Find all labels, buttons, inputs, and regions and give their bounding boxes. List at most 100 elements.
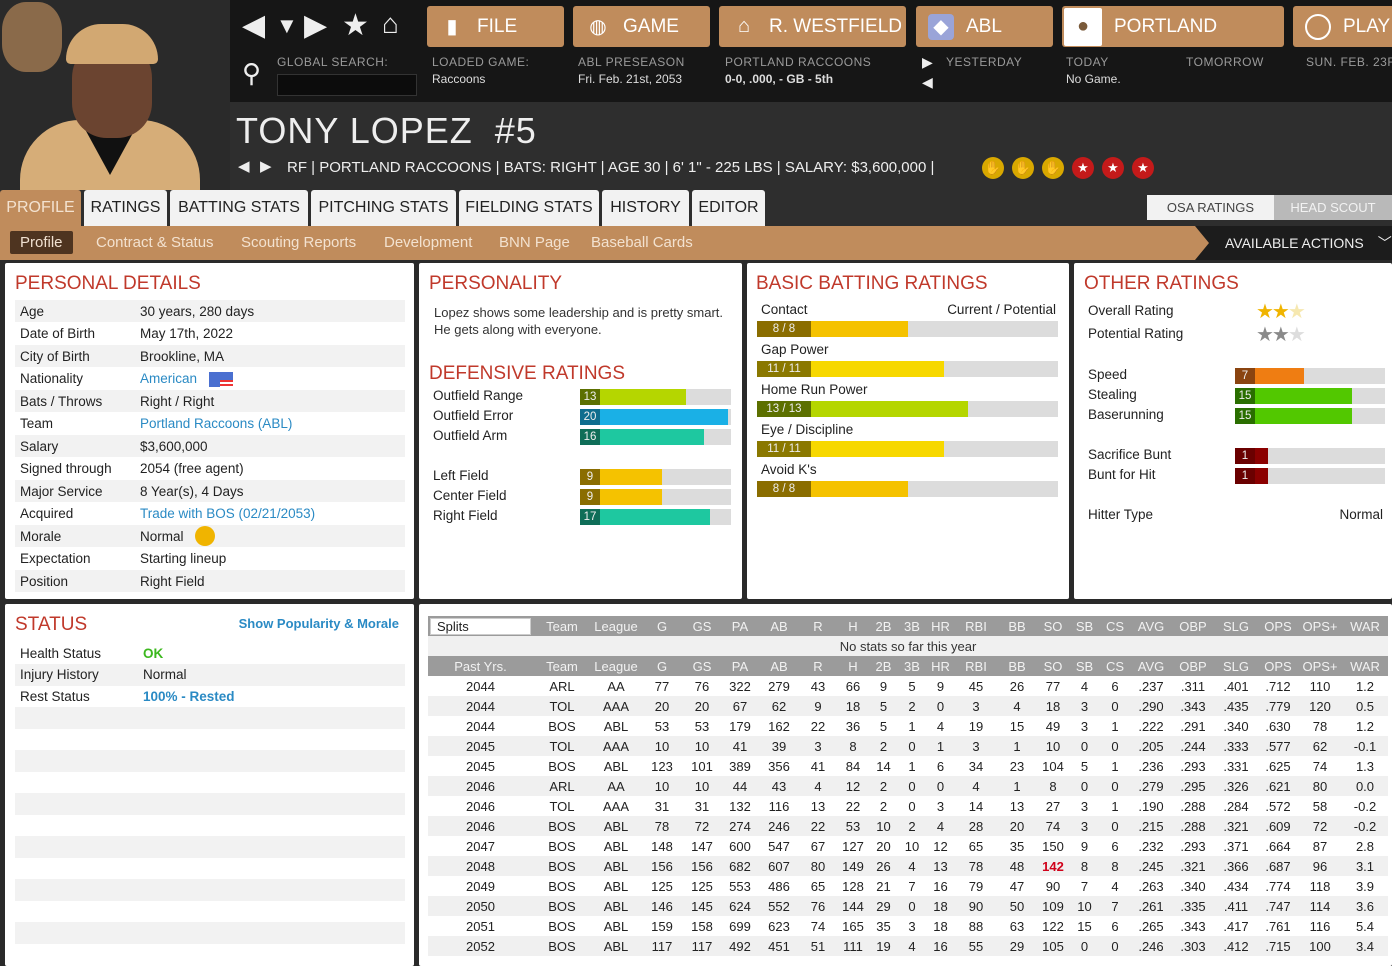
prev-day-icon[interactable]: ◀ (922, 74, 933, 90)
column-header[interactable]: SLG (1214, 616, 1258, 636)
column-header[interactable]: SO (1037, 656, 1069, 676)
table-row[interactable]: 2046 TOL AAA 31 31 132 116 13 22 2 0 3 14 13 27 3 1.190.… (428, 796, 1388, 816)
column-header[interactable]: H (837, 616, 869, 636)
column-header[interactable]: RBI (955, 656, 997, 676)
column-header[interactable]: R (799, 616, 837, 636)
table-row[interactable]: 2047 BOS ABL 148 147 600 547 67 127 20 10 12 65 35 150… (428, 836, 1388, 856)
column-header[interactable]: G (641, 656, 683, 676)
subtab-baseball-cards[interactable]: Baseball Cards (591, 234, 693, 251)
column-header[interactable]: H (837, 656, 869, 676)
search-icon[interactable]: ⚲ (242, 58, 262, 88)
next-day-icon[interactable]: ▶ (922, 54, 933, 70)
column-header[interactable]: PA (721, 616, 759, 636)
column-header[interactable]: GS (683, 616, 721, 636)
table-row[interactable]: 2044 BOS ABL 53 53 179 162 22 36 5 1 4 19 15 49 3 1.222.… (428, 716, 1388, 736)
column-header[interactable]: OBP (1172, 656, 1214, 676)
table-row[interactable]: 2044 ARL AA 77 76 322 279 43 66 9 5 9 45 26 77 4 6.237.3… (428, 676, 1388, 696)
subtab-development[interactable]: Development (384, 234, 473, 251)
column-header[interactable]: CS (1100, 656, 1130, 676)
tab-ratings[interactable]: RATINGS (84, 190, 167, 226)
detail-value[interactable]: Trade with BOS (02/21/2053) (140, 506, 316, 521)
column-header[interactable]: AVG (1130, 656, 1172, 676)
column-header[interactable]: Team (533, 616, 591, 636)
column-header[interactable]: OPS (1258, 656, 1298, 676)
column-header[interactable]: 3B (898, 616, 926, 636)
next-player-icon[interactable]: ▶ (260, 158, 272, 175)
star-icon[interactable]: ★ (342, 9, 369, 42)
column-header[interactable]: OPS (1258, 616, 1298, 636)
splits-dropdown[interactable]: Splits (428, 616, 533, 636)
table-row[interactable]: 2048 BOS ABL 156 156 682 607 80 149 26 4 13 78 48 142 8… (428, 856, 1388, 876)
show-popularity-morale-link[interactable]: Show Popularity & Morale (238, 616, 399, 631)
column-header[interactable]: CS (1100, 616, 1130, 636)
forward-arrow-icon[interactable]: ▶ (304, 9, 328, 42)
tab-profile[interactable]: PROFILE (0, 190, 81, 226)
column-header[interactable]: AVG (1130, 616, 1172, 636)
subtab-scouting-reports[interactable]: Scouting Reports (241, 234, 357, 251)
available-actions-button[interactable]: AVAILABLE ACTIONS ﹀ (1195, 226, 1392, 260)
column-header[interactable]: Team (533, 656, 591, 676)
league-button[interactable]: ◆ ABL (916, 6, 1053, 47)
back-arrow-icon[interactable]: ◀ (242, 9, 266, 42)
column-header[interactable]: BB (997, 656, 1037, 676)
table-row[interactable]: 2045 BOS ABL 123 101 389 356 41 84 14 1 6 34 23 104 5 1.… (428, 756, 1388, 776)
table-row[interactable]: 2045 TOL AAA 10 10 41 39 3 8 2 0 1 3 1 10 0 0.205.244.33… (428, 736, 1388, 756)
column-header[interactable]: 2B (869, 616, 898, 636)
table-row[interactable]: 2051 BOS ABL 159 158 699 623 74 165 35 3 18 88 63 122 1… (428, 916, 1388, 936)
team-button[interactable]: ● PORTLAND (1062, 6, 1284, 47)
column-header[interactable]: SB (1069, 616, 1100, 636)
table-row[interactable]: 2044 TOL AAA 20 20 67 62 9 18 5 2 0 3 4 18 3 0.290.343.4… (428, 696, 1388, 716)
column-header[interactable]: R (799, 656, 837, 676)
subtab-contract-status[interactable]: Contract & Status (96, 234, 214, 251)
tab-batting-stats[interactable]: BATTING STATS (170, 190, 308, 226)
column-header[interactable]: SO (1037, 616, 1069, 636)
tomorrow-link[interactable]: TOMORROW (1186, 55, 1264, 69)
table-row[interactable]: 2052 BOS ABL 117 117 492 451 51 111 19 4 16 55 29 105 0… (428, 936, 1388, 956)
column-header[interactable]: GS (683, 656, 721, 676)
column-header[interactable]: SLG (1214, 656, 1258, 676)
column-header[interactable]: SB (1069, 656, 1100, 676)
yesterday-link[interactable]: YESTERDAY (946, 55, 1023, 69)
tab-pitching-stats[interactable]: PITCHING STATS (311, 190, 456, 226)
column-header[interactable]: AB (759, 616, 799, 636)
subtab-bnn-page[interactable]: BNN Page (499, 234, 570, 251)
column-header[interactable]: WAR (1342, 616, 1388, 636)
home-icon[interactable]: ⌂ (382, 8, 399, 39)
column-header[interactable]: BB (997, 616, 1037, 636)
column-header[interactable]: RBI (955, 616, 997, 636)
game-button[interactable]: ◍ GAME (573, 6, 710, 47)
manager-button[interactable]: ⌂ R. WESTFIELD (719, 6, 906, 47)
column-header[interactable]: OPS+ (1298, 656, 1342, 676)
head-scout-toggle[interactable]: HEAD SCOUT (1274, 195, 1392, 220)
column-header[interactable]: OBP (1172, 616, 1214, 636)
column-header[interactable]: HR (926, 616, 955, 636)
column-header[interactable]: 3B (898, 656, 926, 676)
column-header[interactable]: HR (926, 656, 955, 676)
osa-ratings-toggle[interactable]: OSA RATINGS (1147, 195, 1274, 220)
table-row[interactable]: 2050 BOS ABL 146 145 624 552 76 144 29 0 18 90 50 109 1… (428, 896, 1388, 916)
prev-player-icon[interactable]: ◀ (238, 158, 250, 175)
column-header[interactable]: AB (759, 656, 799, 676)
detail-value[interactable]: American (140, 371, 198, 386)
tab-editor[interactable]: EDITOR (692, 190, 765, 226)
column-header[interactable]: 2B (869, 656, 898, 676)
detail-value[interactable]: Portland Raccoons (ABL) (140, 416, 293, 431)
global-search-input[interactable] (277, 74, 417, 96)
play-button[interactable]: PLAY (1293, 6, 1392, 47)
detail-label: Acquired (20, 506, 74, 521)
table-row[interactable]: 2049 BOS ABL 125 125 553 486 65 128 21 7 16 79 47 90 7 4… (428, 876, 1388, 896)
stat-cell: .263 (1130, 876, 1172, 896)
file-button[interactable]: ▮ FILE (427, 6, 564, 47)
column-header[interactable]: League (591, 656, 641, 676)
tab-fielding-stats[interactable]: FIELDING STATS (459, 190, 599, 226)
column-header[interactable]: PA (721, 656, 759, 676)
column-header[interactable]: WAR (1342, 656, 1388, 676)
column-header[interactable]: G (641, 616, 683, 636)
table-row[interactable]: 2046 ARL AA 10 10 44 43 4 12 2 0 0 4 1 8 0 0.279.295.326… (428, 776, 1388, 796)
subtab-profile[interactable]: Profile (10, 231, 73, 254)
column-header[interactable]: League (591, 616, 641, 636)
column-header[interactable]: OPS+ (1298, 616, 1342, 636)
table-row[interactable]: 2046 BOS ABL 78 72 274 246 22 53 10 2 4 28 20 74 3 0.215… (428, 816, 1388, 836)
dropdown-arrow-icon[interactable]: ▼ (276, 13, 298, 38)
tab-history[interactable]: HISTORY (602, 190, 689, 226)
